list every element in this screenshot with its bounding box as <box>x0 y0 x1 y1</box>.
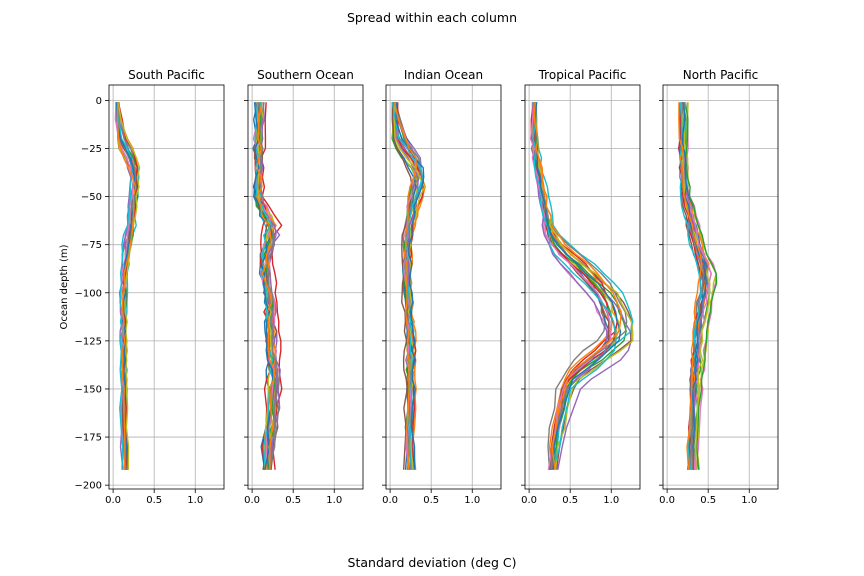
figure-xlabel: Standard deviation (deg C) <box>348 555 517 570</box>
y-tick-label-6: −150 <box>75 384 102 395</box>
series-line-19 <box>534 102 634 470</box>
series-line-20 <box>391 102 424 470</box>
series-line-20 <box>532 102 617 470</box>
series-line-4 <box>533 102 618 470</box>
series-line-18 <box>256 102 279 470</box>
series-line-12 <box>533 102 613 470</box>
panel-title: South Pacific <box>128 68 205 82</box>
series-line-13 <box>534 102 617 470</box>
panel-1: 0.0 0.5 1.0 0 −25 −50 −75 −100 −125 −150 −175 −200 S… <box>75 68 225 506</box>
x-tick-label-1: 0.5 <box>146 495 162 506</box>
series-line-21 <box>395 102 425 470</box>
x-tick-label-1: 0.5 <box>700 495 716 506</box>
x-tick-label-0: 0.0 <box>244 495 260 506</box>
figure-suptitle: Spread within each column <box>347 10 517 25</box>
x-tick-label-1: 0.5 <box>562 495 578 506</box>
series-line-22 <box>533 102 622 470</box>
series-line-21 <box>533 102 622 470</box>
panel-3: 0.0 0.5 1.0 Indian Ocean <box>382 68 502 506</box>
y-tick-label-1: −25 <box>81 144 102 155</box>
x-tick-label-0: 0.0 <box>659 495 675 506</box>
x-tick-label-0: 0.0 <box>105 495 121 506</box>
series-group <box>529 102 634 470</box>
x-tick-label-0: 0.0 <box>382 495 398 506</box>
series-line-20 <box>679 102 702 470</box>
series-line-22 <box>116 102 137 470</box>
x-tick-label-2: 1.0 <box>603 495 619 506</box>
series-group <box>677 102 718 470</box>
axes-frame <box>247 84 364 490</box>
panel-4: 0.0 0.5 1.0 Tropical Pacific <box>521 68 641 506</box>
series-line-22 <box>393 102 417 470</box>
x-tick-label-2: 1.0 <box>326 495 342 506</box>
axes-frame <box>662 84 779 490</box>
series-line-9 <box>531 102 620 470</box>
y-tick-label-8: −200 <box>75 481 102 492</box>
x-tick-label-2: 1.0 <box>464 495 480 506</box>
panel-title: Southern Ocean <box>257 68 354 82</box>
panel-title: Tropical Pacific <box>538 68 627 82</box>
y-tick-label-4: −100 <box>75 288 102 299</box>
series-group <box>114 102 141 470</box>
panel-title: Indian Ocean <box>404 68 483 82</box>
x-tick-label-1: 0.5 <box>285 495 301 506</box>
axes-frame <box>385 84 502 490</box>
series-line-17 <box>529 102 612 470</box>
series-line-22 <box>678 102 703 470</box>
y-tick-label-2: −50 <box>81 192 102 203</box>
series-line-10 <box>533 102 634 470</box>
y-tick-label-7: −175 <box>75 433 102 444</box>
y-tick-label-5: −125 <box>75 336 102 347</box>
series-line-21 <box>116 102 136 470</box>
x-tick-label-2: 1.0 <box>741 495 757 506</box>
panel-5: 0.0 0.5 1.0 North Pacific <box>659 68 779 506</box>
y-tick-label-0: 0 <box>96 96 102 107</box>
series-line-22 <box>256 102 276 470</box>
series-line-20 <box>115 102 133 470</box>
series-line-19 <box>117 102 141 470</box>
series-line-21 <box>681 102 707 470</box>
series-line-15 <box>256 102 278 470</box>
x-tick-label-1: 0.5 <box>423 495 439 506</box>
panel-2: 0.0 0.5 1.0 Southern Ocean <box>244 68 364 506</box>
series-group <box>391 102 426 470</box>
series-line-13 <box>684 102 718 470</box>
y-tick-label-3: −75 <box>81 240 102 251</box>
figure-ylabel: Ocean depth (m) <box>59 244 70 329</box>
panels: 0.0 0.5 1.0 0 −25 −50 −75 −100 −125 −150 −175 −200 S… <box>75 68 779 506</box>
series-group <box>252 102 283 470</box>
axes-frame <box>108 84 225 490</box>
x-tick-label-2: 1.0 <box>187 495 203 506</box>
x-tick-label-0: 0.0 <box>521 495 537 506</box>
panel-title: North Pacific <box>683 68 759 82</box>
axes-frame <box>524 84 641 490</box>
